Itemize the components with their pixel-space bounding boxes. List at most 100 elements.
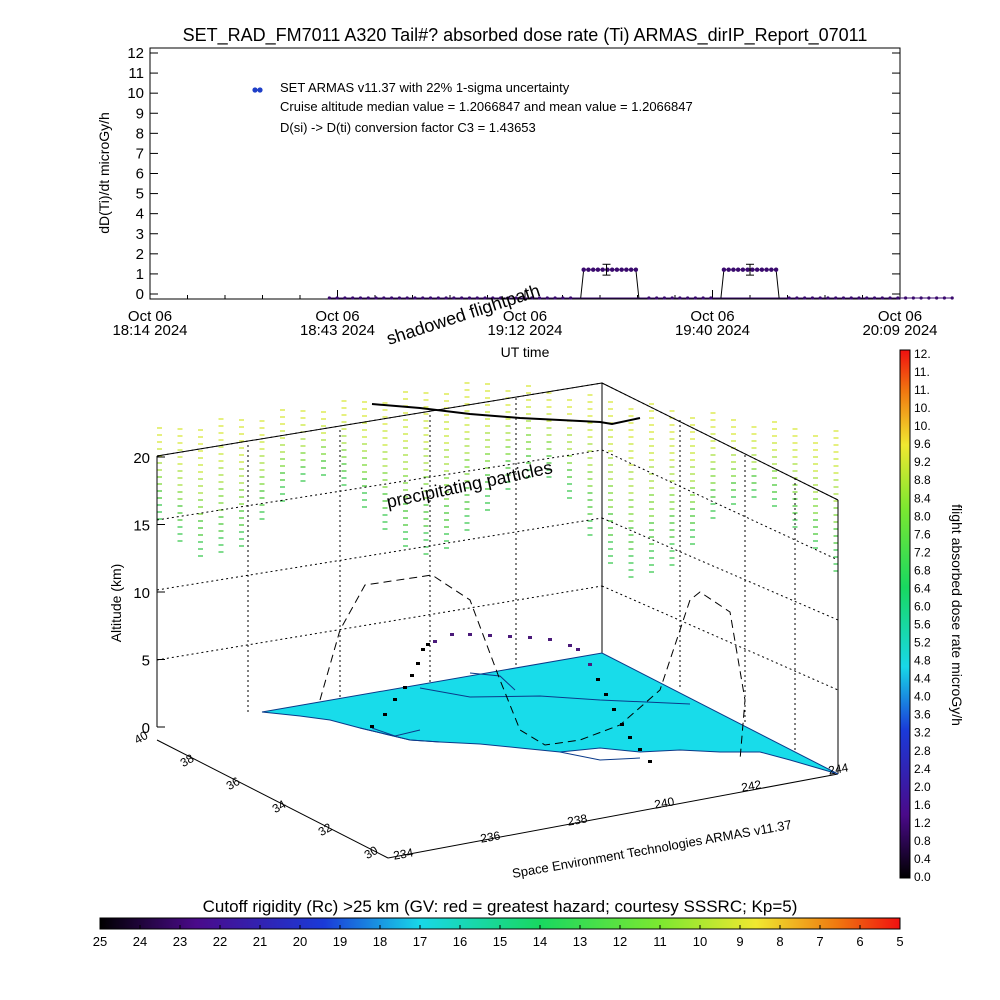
y-tick-label: 6 — [136, 166, 144, 183]
longitude-tick-label: 236 — [479, 828, 501, 845]
right-colorbar-tick-label: 7.2 — [914, 545, 931, 559]
altitude-tick-label: 15 — [133, 518, 150, 535]
y-tick-label: 2 — [136, 246, 144, 263]
latitude-axis: 40 38 36 34 32 30 — [132, 728, 381, 862]
bottom-colorbar-tick-label: 19 — [333, 934, 347, 949]
bottom-colorbar-tick-label: 9 — [736, 934, 743, 949]
legend-note-1: Cruise altitude median value = 1.2066847… — [280, 99, 693, 114]
y-tick-label: 12 — [127, 45, 144, 62]
bottom-colorbar-tick-label: 8 — [776, 934, 783, 949]
flight-track-point — [383, 713, 387, 716]
latitude-tick-label: 36 — [224, 774, 243, 793]
longitude-tick-label: 244 — [827, 760, 849, 777]
flight-track-point — [604, 693, 608, 696]
y-tick-label: 3 — [136, 226, 144, 243]
latitude-tick-label: 38 — [178, 751, 197, 770]
altitude-tick-label: 0 — [142, 720, 150, 737]
longitude-tick-label: 242 — [740, 777, 762, 794]
right-colorbar-tick-label: 10. — [914, 401, 931, 415]
right-colorbar-tick-label: 0.0 — [914, 870, 931, 884]
altitude-tick-label: 5 — [142, 653, 150, 670]
right-colorbar-tick-label: 5.6 — [914, 618, 931, 632]
series-point — [731, 267, 736, 272]
grid-line — [156, 449, 603, 521]
bottom-colorbar-tick-label: 23 — [173, 934, 187, 949]
bottom-colorbar-tick-label: 13 — [573, 934, 587, 949]
right-colorbar-tick-label: 2.8 — [914, 744, 931, 758]
flight-track-point — [588, 663, 592, 666]
legend-marker — [252, 87, 258, 93]
right-colorbar-tick-label: 6.8 — [914, 563, 931, 577]
grid-line — [156, 585, 603, 661]
legend-entry: SET ARMAS v11.37 with 22% 1-sigma uncert… — [280, 80, 570, 95]
bottom-colorbar-tick-label: 16 — [453, 934, 467, 949]
right-colorbar-tick-label: 8.4 — [914, 491, 931, 505]
y-tick-label: 5 — [136, 186, 144, 203]
bottom-colorbar-label: Cutoff rigidity (Rc) >25 km (GV: red = g… — [203, 897, 798, 916]
series-point — [605, 267, 610, 272]
right-colorbar — [899, 349, 911, 879]
upper-track — [371, 403, 641, 426]
y-tick-label: 10 — [127, 85, 144, 102]
x-tick-label: 18:14 2024 — [112, 322, 187, 339]
series-point — [754, 267, 760, 272]
legend: SET ARMAS v11.37 with 22% 1-sigma uncert… — [252, 80, 693, 135]
bottom-colorbar-tick-label: 17 — [413, 934, 427, 949]
flight-track-point — [416, 662, 420, 665]
y-tick-label: 1 — [136, 266, 144, 283]
series-point — [600, 267, 605, 272]
flight-track-point — [648, 760, 652, 763]
right-colorbar-tick-label: 0.8 — [914, 834, 931, 848]
flight-track-point — [426, 643, 430, 646]
x-tick-label: Oct 06 — [128, 308, 172, 325]
flight-track-point — [528, 636, 532, 639]
chart-title: SET_RAD_FM7011 A320 Tail#? absorbed dose… — [183, 25, 868, 46]
bottom-colorbar-tick-label: 25 — [93, 934, 107, 949]
series-point — [619, 267, 624, 272]
right-colorbar-tick-label: 3.6 — [914, 708, 931, 722]
right-colorbar-tick-label: 1.2 — [914, 816, 931, 830]
y-tick-label: 8 — [136, 125, 144, 142]
series-point — [759, 267, 765, 272]
right-colorbar-tick-label: 11. — [914, 365, 930, 379]
right-colorbar-tick-label: 4.8 — [914, 654, 931, 668]
bottom-colorbar-tick-label: 11 — [653, 934, 667, 949]
right-colorbar-tick-label: 3.2 — [914, 726, 931, 740]
3d-gridlines — [156, 382, 839, 760]
bottom-colorbar-tick-label: 20 — [293, 934, 307, 949]
series-point — [609, 267, 615, 272]
series-point — [745, 267, 750, 272]
grid-line — [601, 449, 839, 561]
y-tick-label: 7 — [136, 145, 144, 162]
right-colorbar-tick-label: 6.0 — [914, 599, 931, 613]
top-x-axis-label: UT time — [501, 344, 550, 360]
bottom-colorbar-tick-label: 5 — [896, 934, 903, 949]
bottom-colorbar-tick-label: 21 — [253, 934, 267, 949]
y-tick-label: 0 — [136, 286, 144, 303]
right-colorbar-tick-label: 9.2 — [914, 455, 931, 469]
flight-track-point — [450, 633, 454, 636]
series-point — [950, 296, 954, 300]
grid-line — [156, 382, 603, 457]
right-colorbar-tick-label: 2.0 — [914, 780, 931, 794]
flight-track-point — [393, 698, 397, 701]
bottom-colorbar-tick-label: 14 — [533, 934, 547, 949]
flight-track-point — [628, 736, 632, 739]
x-tick-label: Oct 06 — [878, 308, 922, 325]
right-colorbar-tick-label: 7.6 — [914, 527, 931, 541]
flight-track-3d — [370, 633, 652, 763]
x-tick-label: 19:12 2024 — [487, 322, 562, 339]
bottom-colorbar-tick-label: 6 — [856, 934, 863, 949]
right-colorbar-tick-label: 10. — [914, 419, 931, 433]
right-colorbar-tick-label: 5.2 — [914, 636, 931, 650]
bottom-colorbar-tick-label: 7 — [816, 934, 823, 949]
x-tick-label: Oct 06 — [315, 308, 359, 325]
bottom-colorbar-ticks: 25 24 23 22 21 20 19 18 17 16 15 14 13 12 11 10 9 8 7 6 5 — [93, 925, 904, 949]
altitude-axis: 0 5 10 15 20 — [133, 450, 165, 737]
latitude-tick-label: 32 — [316, 820, 335, 839]
series-point — [764, 267, 769, 272]
right-colorbar-tick-label: 6.4 — [914, 581, 931, 595]
latitude-tick-label: 40 — [132, 728, 151, 747]
